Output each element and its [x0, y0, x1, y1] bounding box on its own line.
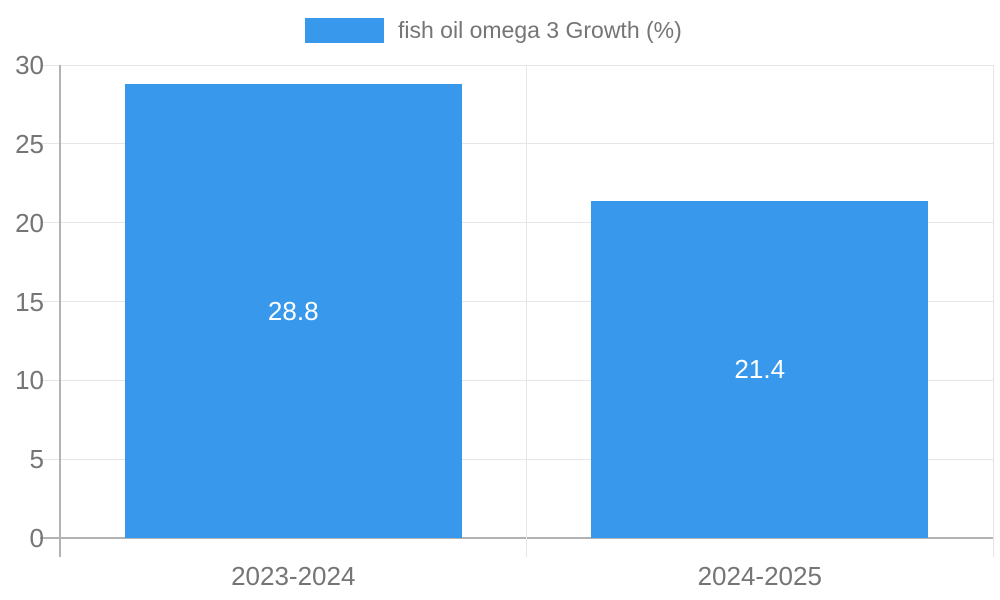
bar-value-label: 28.8	[267, 295, 319, 326]
plot-area: 0 5 10 15 20 25 30 28.8 21.4 2023-2024 2024-2025	[15, 52, 994, 589]
y-axis-line	[59, 65, 61, 557]
category-boundary-gridline	[992, 65, 994, 557]
y-tick-label: 20	[15, 207, 44, 238]
category-boundary-gridline	[526, 65, 527, 557]
legend-label: fish oil omega 3 Growth (%)	[398, 17, 682, 43]
legend: fish oil omega 3 Growth (%)	[305, 17, 682, 43]
y-tick-label: 5	[29, 444, 44, 475]
y-tick-label: 25	[15, 128, 44, 159]
x-axis-line	[40, 537, 993, 539]
bar-value-label: 21.4	[734, 354, 786, 385]
bar: 28.8	[124, 83, 462, 538]
x-tick-label: 2024-2025	[697, 561, 822, 591]
y-gridline	[40, 64, 993, 66]
legend-swatch	[305, 18, 384, 43]
y-tick-label: 10	[15, 365, 44, 396]
y-gridline	[40, 458, 993, 460]
y-gridline	[40, 379, 993, 381]
y-tick-label: 15	[15, 286, 44, 317]
bar: 21.4	[591, 200, 929, 538]
y-gridline	[40, 301, 993, 302]
y-tick-label: 30	[15, 50, 44, 80]
x-tick-label: 2023-2024	[231, 561, 356, 591]
y-gridline	[40, 222, 993, 224]
y-tick-label: 0	[29, 523, 44, 553]
y-gridline	[40, 143, 993, 145]
